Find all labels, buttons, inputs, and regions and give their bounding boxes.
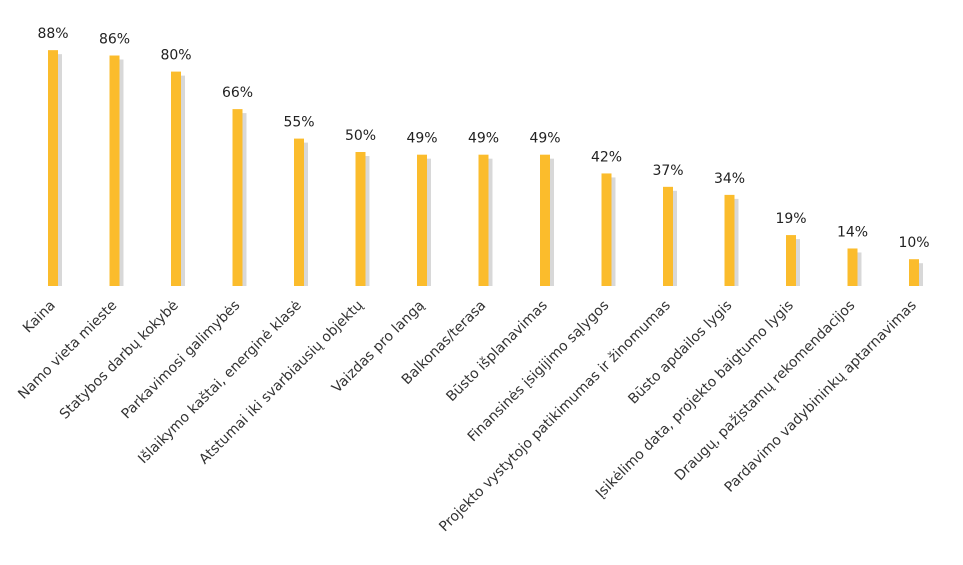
bar-15 <box>909 259 919 286</box>
bar-13 <box>786 235 796 286</box>
category-label: Parkavimosi galimybės <box>118 298 243 423</box>
value-labels: 88% 86% 80% 66% 55% 50% 49% 49% 49% 42% 37% 34% 19% 1… <box>37 26 929 251</box>
value-label: 10% <box>898 235 929 251</box>
bar-4 <box>232 109 243 287</box>
bar-8 <box>478 154 489 286</box>
bar-10 <box>601 173 612 286</box>
bar-1 <box>48 50 58 286</box>
category-label: Projekto vystytojo patikimumas ir žinomu… <box>436 298 674 536</box>
value-label: 49% <box>529 131 560 147</box>
value-label: 34% <box>714 171 745 187</box>
value-label: 49% <box>468 131 499 147</box>
value-label: 50% <box>345 128 376 144</box>
value-label: 55% <box>283 115 314 131</box>
bar-3 <box>171 71 181 286</box>
bar-7 <box>417 154 427 286</box>
value-label: 19% <box>775 211 806 227</box>
value-label: 37% <box>652 163 683 179</box>
bar-11 <box>663 186 673 286</box>
value-label: 49% <box>406 131 437 147</box>
bar-5 <box>294 138 304 286</box>
category-label: Kaina <box>20 298 59 337</box>
bar-6 <box>355 152 366 286</box>
category-label: Būsto apdailos lygis <box>625 298 735 408</box>
bar-14 <box>847 248 858 286</box>
value-label: 66% <box>222 85 253 101</box>
value-label: 14% <box>837 224 868 240</box>
value-label: 80% <box>160 48 191 64</box>
bar-9 <box>540 154 550 286</box>
value-label: 88% <box>37 26 68 42</box>
category-label: Būsto išplanavimas <box>443 298 550 405</box>
value-label: 42% <box>591 149 622 165</box>
category-label: Statybos darbų kokybė <box>57 298 182 423</box>
bar-12 <box>724 194 735 286</box>
value-label: 86% <box>99 32 130 48</box>
bar-2 <box>109 55 120 286</box>
bars <box>48 50 919 287</box>
